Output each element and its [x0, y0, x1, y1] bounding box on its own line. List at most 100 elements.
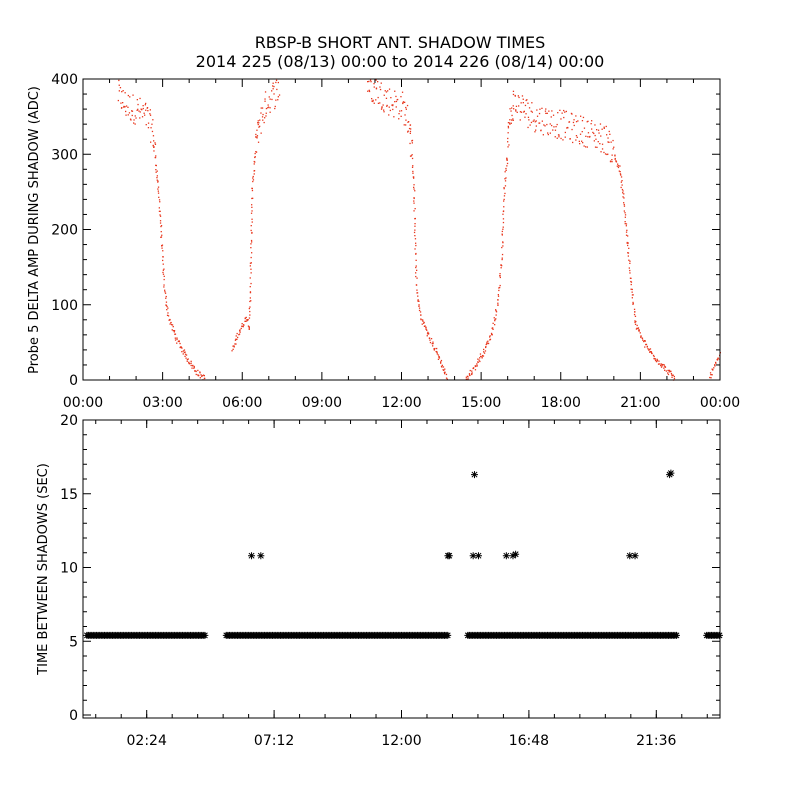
data-point	[494, 318, 496, 321]
data-point	[368, 80, 370, 83]
data-point	[596, 146, 598, 148]
data-point	[672, 631, 680, 639]
data-point	[251, 218, 253, 220]
data-point	[176, 338, 178, 340]
data-point	[654, 358, 656, 360]
data-point	[489, 336, 491, 338]
data-point	[529, 124, 531, 126]
data-point	[160, 231, 162, 233]
data-point	[664, 369, 666, 371]
data-point	[197, 374, 199, 376]
data-point	[386, 105, 388, 107]
data-point	[415, 259, 417, 261]
data-point	[233, 346, 235, 348]
data-point	[159, 222, 162, 224]
data-point	[257, 552, 265, 560]
data-point	[623, 202, 625, 204]
data-point	[591, 120, 593, 122]
data-point	[599, 123, 602, 125]
data-point	[169, 319, 171, 321]
data-point	[269, 98, 271, 100]
data-point	[180, 347, 182, 349]
data-point	[714, 365, 716, 367]
data-point	[621, 188, 624, 191]
data-point	[549, 132, 551, 134]
data-point	[611, 161, 613, 163]
data-point	[118, 90, 120, 92]
data-point	[579, 143, 581, 145]
data-point	[171, 324, 173, 326]
data-point	[603, 126, 605, 128]
data-point	[176, 342, 178, 344]
data-point	[142, 105, 144, 107]
data-point	[581, 140, 583, 142]
top-x-tick-label: 15:00	[461, 395, 501, 411]
data-point	[575, 135, 578, 137]
data-point	[377, 96, 379, 99]
data-point	[477, 361, 479, 363]
bottom-y-tick-label: 10	[60, 561, 78, 577]
data-point	[127, 94, 129, 97]
data-point	[162, 250, 164, 252]
data-point	[671, 376, 673, 378]
data-point	[272, 85, 274, 87]
data-point	[527, 116, 530, 118]
data-point	[627, 252, 629, 254]
data-point	[713, 367, 715, 369]
data-point	[670, 370, 672, 372]
data-point	[182, 350, 185, 352]
data-point	[600, 135, 602, 137]
data-point	[593, 132, 595, 135]
data-point	[497, 295, 500, 297]
data-point	[507, 137, 509, 140]
top-x-tick-label: 00:00	[700, 395, 740, 411]
data-point	[422, 319, 424, 321]
data-point	[486, 341, 488, 343]
data-point	[622, 192, 624, 194]
data-point	[438, 356, 440, 358]
data-point	[667, 373, 670, 376]
data-point	[379, 88, 382, 91]
data-point	[188, 361, 190, 363]
data-point	[136, 99, 138, 101]
data-point	[377, 81, 379, 83]
data-point	[504, 180, 507, 182]
data-point	[368, 90, 371, 93]
data-point	[182, 353, 184, 355]
data-point	[249, 286, 251, 288]
data-point	[238, 334, 240, 336]
data-point	[552, 129, 554, 131]
data-point	[251, 204, 253, 206]
data-point	[438, 357, 441, 359]
data-point	[503, 198, 505, 201]
data-point	[174, 337, 176, 339]
data-point	[430, 338, 433, 340]
data-point	[163, 275, 165, 277]
data-point	[613, 146, 615, 148]
data-point	[372, 99, 374, 101]
data-point	[401, 91, 404, 93]
data-point	[465, 378, 467, 380]
data-point	[261, 116, 264, 118]
data-point	[615, 161, 618, 163]
data-point	[122, 90, 124, 92]
data-point	[565, 110, 567, 113]
data-point	[415, 284, 418, 286]
data-point	[144, 104, 146, 106]
data-point	[486, 343, 488, 345]
data-point	[492, 322, 494, 324]
data-point	[411, 142, 413, 144]
data-point	[174, 333, 177, 335]
data-point	[244, 320, 246, 322]
data-point	[563, 116, 565, 119]
data-point	[411, 157, 414, 160]
data-point	[623, 203, 625, 206]
data-point	[123, 106, 125, 108]
data-point	[711, 374, 713, 376]
data-point	[595, 138, 597, 140]
data-point	[469, 374, 471, 377]
data-point	[192, 364, 194, 367]
data-point	[556, 123, 558, 126]
data-point	[248, 307, 250, 310]
